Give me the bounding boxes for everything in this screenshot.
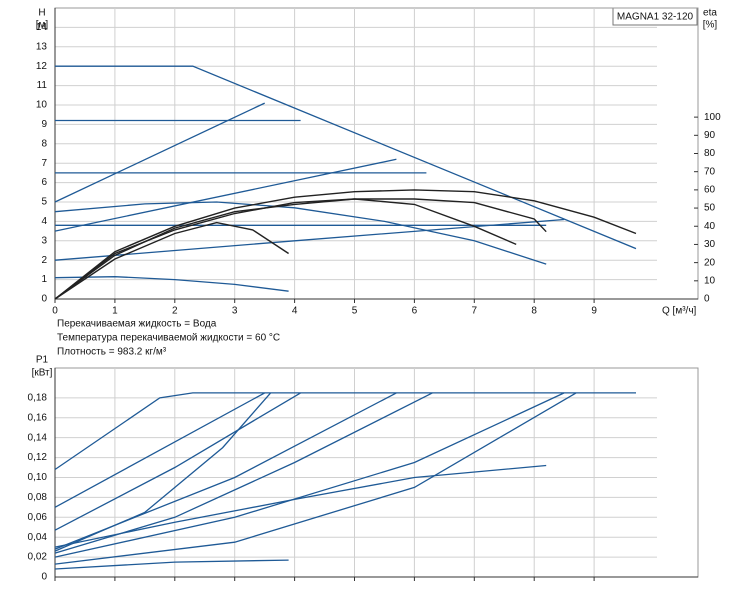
chart-title: MAGNA1 32-120	[617, 12, 694, 23]
curve	[54, 392, 266, 508]
annotation: Плотность = 983.2 кг/м³	[57, 347, 167, 358]
y-tick-label: 2	[41, 255, 47, 266]
annotation: Перекачиваемая жидкость = Вода	[57, 319, 217, 330]
plot-frame	[54, 7, 699, 300]
curve	[54, 198, 517, 300]
y-tick-label: 0	[41, 572, 47, 583]
y2-tick-label: 90	[704, 130, 716, 141]
y-label: H	[38, 8, 45, 19]
curve	[54, 189, 637, 300]
y2-tick-label: 50	[704, 203, 716, 214]
y-tick-label: 7	[41, 158, 47, 169]
curve	[54, 392, 397, 550]
curve	[54, 158, 397, 232]
y-tick-label: 0,06	[28, 512, 48, 523]
y-tick-label: 1	[41, 274, 47, 285]
x-tick-label: 2	[172, 306, 178, 317]
y2-tick-label: 0	[704, 294, 710, 305]
y2-tick-label: 30	[704, 239, 716, 250]
curve	[54, 392, 636, 471]
y-unit: [кВт]	[32, 368, 53, 379]
y2-tick-label: 100	[704, 112, 721, 123]
y2-tick-label: 10	[704, 275, 716, 286]
y-tick-label: 9	[41, 119, 47, 130]
x-tick-label: 7	[472, 306, 478, 317]
y-tick-label: 0	[41, 294, 47, 305]
curve	[54, 221, 289, 300]
y2-tick-label: 60	[704, 185, 716, 196]
x-tick-label: 1	[112, 306, 118, 317]
y-tick-label: 5	[41, 197, 47, 208]
x-tick-label: 6	[412, 306, 418, 317]
x-tick-label: 9	[591, 306, 597, 317]
y2-unit: [%]	[703, 20, 718, 31]
y-tick-label: 0,02	[28, 552, 48, 563]
curve	[54, 276, 289, 292]
y-tick-label: 13	[36, 41, 48, 52]
y-tick-label: 10	[36, 100, 48, 111]
y-tick-label: 11	[37, 80, 48, 91]
curve	[55, 65, 637, 250]
y-tick-label: 0,18	[28, 392, 48, 403]
y2-tick-label: 70	[704, 166, 716, 177]
y-tick-label: 6	[41, 177, 47, 188]
y-tick-label: 0,14	[28, 432, 48, 443]
x-tick-label: 8	[531, 306, 537, 317]
curve	[54, 392, 301, 531]
y-tick-label: 14	[36, 22, 48, 33]
y-tick-label: 0,04	[28, 532, 48, 543]
curve	[54, 392, 272, 552]
x-label: Q [м³/ч]	[662, 306, 697, 317]
y-tick-label: 12	[36, 61, 48, 72]
curve	[54, 201, 547, 265]
y2-tick-label: 40	[704, 221, 716, 232]
y-tick-label: 0,16	[28, 412, 48, 423]
y-tick-label: 0,10	[28, 472, 48, 483]
curve	[54, 559, 289, 570]
curve	[54, 464, 547, 548]
x-tick-label: 0	[52, 306, 58, 317]
y2-tick-label: 20	[704, 257, 716, 268]
y-tick-label: 8	[41, 138, 47, 149]
y-tick-label: 4	[41, 216, 47, 227]
x-tick-label: 5	[352, 306, 358, 317]
y-tick-label: 3	[41, 235, 47, 246]
y2-label: eta	[703, 8, 717, 19]
y-tick-label: 0,12	[28, 452, 48, 463]
y-tick-label: 0,08	[28, 492, 48, 503]
y2-tick-label: 80	[704, 148, 716, 159]
x-tick-label: 3	[232, 306, 238, 317]
curve	[54, 392, 565, 558]
y-unit: [м]	[36, 20, 49, 31]
plot-frame	[54, 367, 699, 578]
curve	[54, 392, 577, 565]
annotation: Температура перекачиваемой жидкости = 60…	[57, 333, 280, 344]
curve	[54, 102, 265, 203]
x-tick-label: 4	[292, 306, 298, 317]
y-label: P1	[36, 355, 49, 366]
